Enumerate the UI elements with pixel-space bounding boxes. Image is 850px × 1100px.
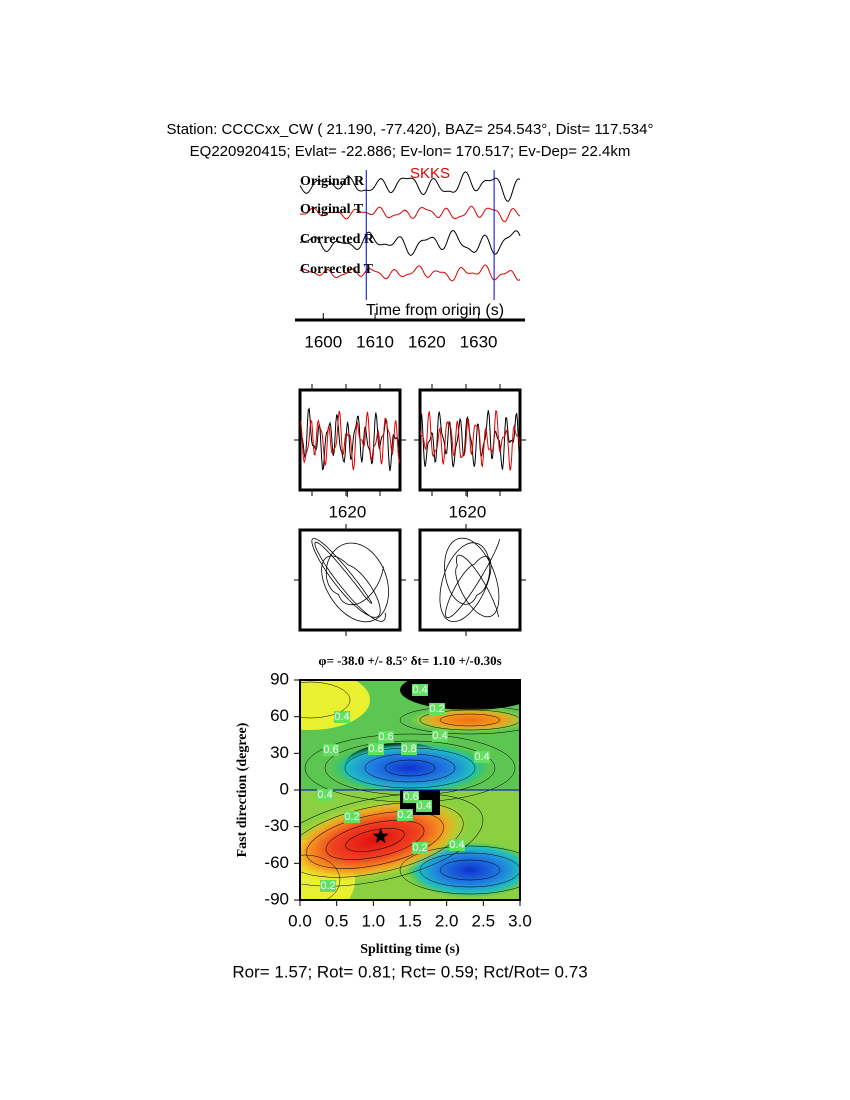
y-axis-label: Fast direction (degree)	[235, 722, 250, 857]
x-tick-label: 1600	[304, 332, 342, 351]
contour-label-bg	[416, 800, 432, 812]
contour-label: 0.2	[320, 880, 335, 892]
contour-label-bg	[344, 811, 360, 823]
contour-label: 0.4	[449, 839, 464, 851]
x-tick-label: 0.0	[288, 911, 312, 930]
x-tick-label: 1610	[356, 332, 394, 351]
contour-label: 0.6	[403, 791, 418, 803]
panel-frame	[418, 528, 522, 632]
best-fit-star	[372, 827, 389, 844]
contour-label-bg	[403, 791, 419, 803]
y-tick-label: 30	[270, 743, 289, 762]
contour-label-bg	[334, 711, 350, 723]
contour-label: 0.4	[334, 711, 349, 723]
contour-label-bg	[397, 809, 413, 821]
y-tick-label: -60	[264, 853, 289, 872]
contour-label-bg	[401, 743, 417, 755]
x-axis-label: Time from origin (s)	[366, 302, 504, 319]
trace	[300, 410, 400, 471]
phase-label: SKKS	[410, 165, 450, 182]
contour-label-bg	[378, 731, 394, 743]
y-tick-label: -90	[264, 889, 289, 908]
x-tick-label: 2.5	[472, 911, 496, 930]
contour-label: 0.6	[378, 731, 393, 743]
contour-label: 0.6	[323, 744, 338, 756]
contour-label: 0.8	[401, 743, 416, 755]
header-line: Station: CCCCxx_CW ( 21.190, -77.420), B…	[167, 121, 654, 138]
y-tick-label: -30	[264, 816, 289, 835]
footer: Ror= 1.57; Rot= 0.81; Rct= 0.59; Rct/Rot…	[232, 962, 587, 981]
contour-label: 0.2	[412, 842, 427, 854]
trace	[420, 410, 520, 471]
x-tick-label: 2.0	[435, 911, 459, 930]
x-tick-label: 1620	[328, 502, 366, 521]
contour-label: 0.8	[368, 743, 383, 755]
trace	[299, 264, 521, 282]
misfit-map: 0.40.20.40.60.8 0.80.40.40.60.40.2 0.20.40…	[300, 680, 520, 900]
contour-label: 0.4	[474, 751, 489, 763]
panel-frame	[298, 388, 402, 492]
contour-label-bg	[449, 839, 465, 851]
map-title: φ= -38.0 +/- 8.5° δt= 1.10 +/-0.30s	[318, 653, 501, 668]
contour-label: 0.4	[412, 684, 427, 696]
contour-label: 0.2	[397, 809, 412, 821]
contour-label: 0.4	[432, 730, 447, 742]
x-tick-label: 1.0	[362, 911, 386, 930]
contour-label: 0.2	[344, 811, 359, 823]
x-axis-label: Splitting time (s)	[360, 942, 460, 957]
contour-label-bg	[368, 743, 384, 755]
trace	[299, 171, 521, 202]
contour-label-bg	[474, 751, 490, 763]
trace-label: Corrected T	[300, 262, 374, 277]
trace	[299, 229, 521, 256]
contour-label: 0.4	[416, 800, 431, 812]
window-traces	[300, 407, 400, 472]
trace	[300, 205, 521, 223]
x-tick-label: 1.5	[398, 911, 422, 930]
y-tick-label: 60	[270, 706, 289, 725]
contour-label-bg	[429, 703, 445, 715]
y-tick-label: 90	[270, 669, 289, 688]
contour-label-bg	[323, 744, 339, 756]
x-tick-label: 3.0	[508, 911, 532, 930]
trace-label: Original R	[300, 174, 365, 189]
x-tick-label: 1620	[408, 332, 446, 351]
y-tick-label: 0	[280, 779, 289, 798]
x-tick-label: 1630	[460, 332, 498, 351]
contour-label-bg	[412, 684, 428, 696]
contour-label-bg	[317, 789, 333, 801]
header-line: EQ220920415; Evlat= -22.886; Ev-lon= 170…	[190, 143, 631, 160]
contour-label: 0.4	[317, 789, 332, 801]
trace-label: Original T	[300, 202, 364, 217]
trace-label: Corrected R	[300, 232, 375, 247]
contour-label-bg	[320, 880, 336, 892]
x-tick-label: 0.5	[325, 911, 349, 930]
particle-motion	[311, 537, 389, 623]
contour-label: 0.2	[429, 703, 444, 715]
x-tick-label: 1620	[448, 502, 486, 521]
contour-label-bg	[412, 842, 428, 854]
contour-label-bg	[432, 730, 448, 742]
trace	[300, 407, 400, 472]
particle-motion	[439, 537, 500, 623]
window-traces	[420, 410, 520, 471]
